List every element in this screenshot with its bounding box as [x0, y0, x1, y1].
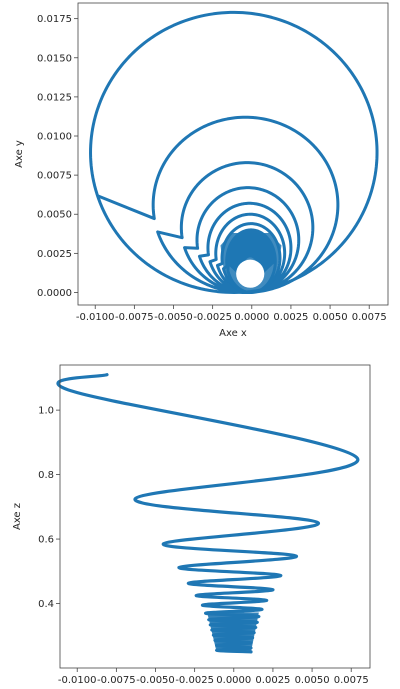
- chart-top-y-ticks: 0.0000 0.0025 0.0050 0.0075 0.0100 0.0125 0.01…: [37, 14, 78, 299]
- y-tick-label: 0.6: [38, 535, 54, 546]
- x-tick-label: -0.0025: [175, 675, 214, 686]
- x-tick-label: 0.0050: [295, 675, 330, 686]
- chart-top-series: [89, 10, 379, 294]
- y-tick-label: 1.0: [38, 406, 54, 417]
- chart-top-y-axis-label: Axe y: [14, 140, 25, 168]
- y-tick-label: 0.0050: [37, 210, 72, 221]
- trajectory-xz-series: [56, 373, 360, 654]
- chart-top-x-axis-label: Axe x: [219, 328, 247, 339]
- y-tick-label: 0.0075: [37, 171, 72, 182]
- y-tick-label: 0.0025: [37, 249, 72, 260]
- y-tick-label: 0.0175: [37, 14, 72, 25]
- chart-top-frame: [77, 2, 389, 306]
- x-tick-label: -0.0075: [97, 675, 136, 686]
- y-tick-label: 0.0000: [37, 288, 72, 299]
- x-tick-label: -0.0075: [115, 312, 154, 323]
- y-tick-label: 0.8: [38, 470, 54, 481]
- y-tick-label: 0.0100: [37, 132, 72, 143]
- x-tick-label: 0.0050: [313, 312, 348, 323]
- x-tick-label: 0.0075: [334, 675, 369, 686]
- chart-top-x-ticks: -0.0100 -0.0075 -0.0050 -0.0025 0.0000 0.0025…: [76, 305, 387, 323]
- chart-bottom: -0.0100 -0.0075 -0.0050 -0.0025 0.0000 0.0025…: [12, 364, 371, 686]
- chart-bottom-frame: [59, 364, 371, 669]
- x-tick-label: 0.0025: [255, 675, 290, 686]
- y-tick-label: 0.0150: [37, 53, 72, 64]
- y-tick-label: 0.4: [38, 599, 54, 610]
- trajectory-xz-dense-core: [207, 612, 259, 652]
- chart-bottom-series: [56, 373, 360, 654]
- x-tick-label: -0.0025: [193, 312, 232, 323]
- x-tick-label: -0.0100: [58, 675, 97, 686]
- x-tick-label: -0.0100: [76, 312, 115, 323]
- chart-top: -0.0100 -0.0075 -0.0050 -0.0025 0.0000 0.0025…: [14, 2, 389, 339]
- chart-bottom-y-axis-label: Axe z: [12, 503, 23, 530]
- x-tick-label: 0.0000: [216, 675, 251, 686]
- x-tick-label: -0.0050: [136, 675, 175, 686]
- x-tick-label: 0.0000: [234, 312, 269, 323]
- x-tick-label: 0.0075: [352, 312, 387, 323]
- chart-bottom-x-ticks: -0.0100 -0.0075 -0.0050 -0.0025 0.0000 0.0025…: [58, 668, 369, 686]
- x-tick-label: 0.0025: [273, 312, 308, 323]
- y-tick-label: 0.0125: [37, 92, 72, 103]
- x-tick-label: -0.0050: [154, 312, 193, 323]
- trajectory-xy-inner-gap: [236, 259, 265, 288]
- chart-bottom-y-ticks: 0.4 0.6 0.8 1.0: [38, 406, 60, 610]
